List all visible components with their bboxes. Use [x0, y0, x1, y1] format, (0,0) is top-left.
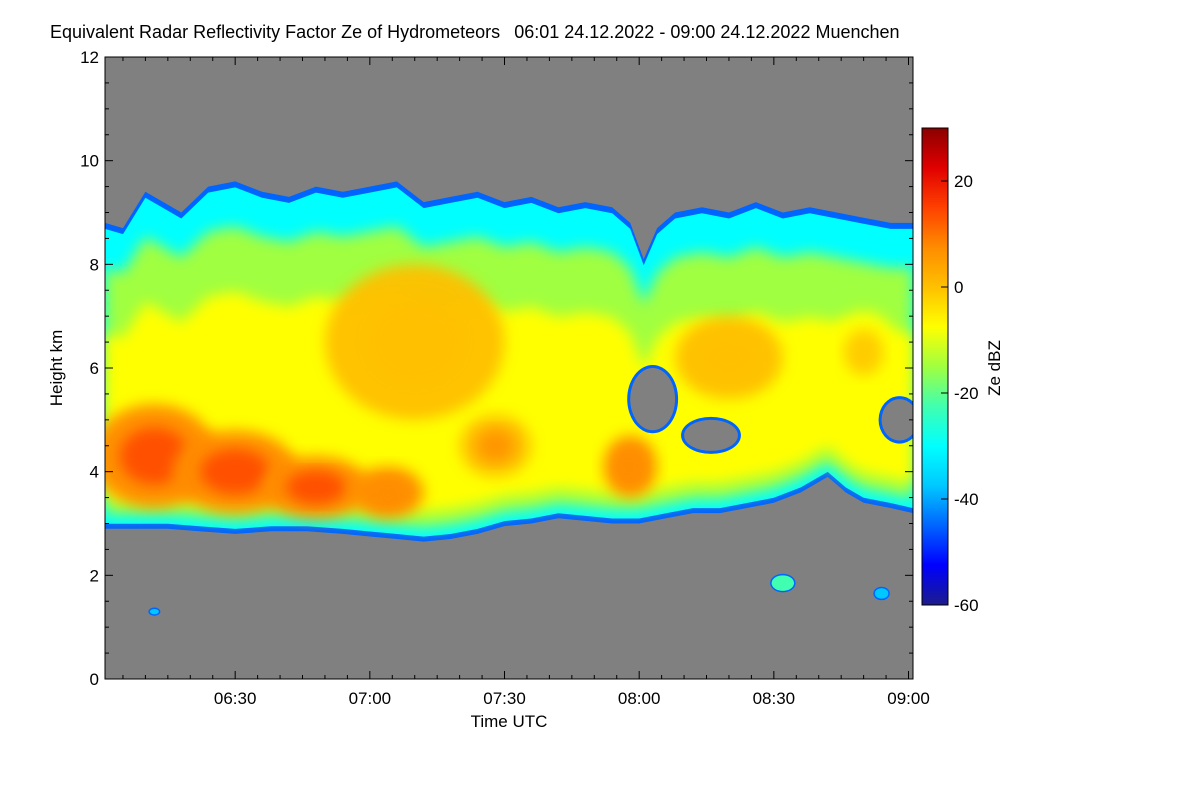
colorbar-tick-label: -20: [954, 384, 979, 403]
y-tick-label: 4: [90, 463, 99, 482]
y-tick-label: 12: [80, 48, 99, 67]
clear-gap: [630, 368, 676, 431]
echo-layer: [105, 181, 913, 616]
y-tick-label: 6: [90, 359, 99, 378]
y-tick-label: 2: [90, 566, 99, 585]
reflectivity-core-inner: [119, 427, 189, 485]
x-tick-label: 07:30: [483, 689, 526, 708]
reflectivity-core-inner: [615, 449, 646, 484]
chart-title-period: 06:01 24.12.2022 - 09:00 24.12.2022 Muen…: [514, 22, 900, 42]
y-axis-label: Height km: [47, 330, 66, 407]
reflectivity-core-inner: [699, 334, 759, 381]
reflectivity-core-inner: [200, 448, 270, 495]
reflectivity-core-inner: [365, 299, 465, 385]
clear-gap: [684, 419, 738, 451]
echo-patch: [149, 609, 159, 615]
echo-patch: [874, 588, 889, 599]
y-tick-label: 0: [90, 670, 99, 689]
colorbar-tick-label: -40: [954, 490, 979, 509]
reflectivity-core-inner: [286, 470, 346, 505]
clear-gap: [881, 399, 913, 441]
plot-area: [104, 56, 914, 680]
x-tick-label: 07:00: [349, 689, 392, 708]
x-axis: 06:30 07:00 07:30 08:00 08:30 09:00: [122, 57, 930, 708]
reflectivity-core-inner: [475, 428, 516, 463]
chart-title-main: Equivalent Radar Reflectivity Factor Ze …: [50, 22, 501, 42]
colorbar-scale: [921, 127, 949, 606]
colorbar: 20 0 -20 -40 -60: [921, 127, 979, 615]
colorbar-label: Ze dBZ: [985, 340, 1004, 396]
x-tick-label: 09:00: [887, 689, 930, 708]
reflectivity-core-inner: [368, 478, 408, 507]
colorbar-tick-label: -60: [954, 596, 979, 615]
y-tick-label: 8: [90, 255, 99, 274]
y-tick-label: 10: [80, 152, 99, 171]
y-axis: 0 2 4 6 8 10 12: [80, 48, 913, 689]
reflectivity-core-inner: [843, 329, 884, 376]
x-axis-label: Time UTC: [471, 712, 548, 731]
colorbar-tick-label: 20: [954, 172, 973, 191]
x-tick-label: 08:30: [753, 689, 796, 708]
x-tick-label: 08:00: [618, 689, 661, 708]
cloud-interior: [105, 187, 913, 537]
colorbar-tick-label: 0: [954, 278, 963, 297]
chart-title: Equivalent Radar Reflectivity Factor Ze …: [50, 22, 914, 43]
x-tick-label: 06:30: [214, 689, 257, 708]
echo-patch: [771, 575, 795, 591]
